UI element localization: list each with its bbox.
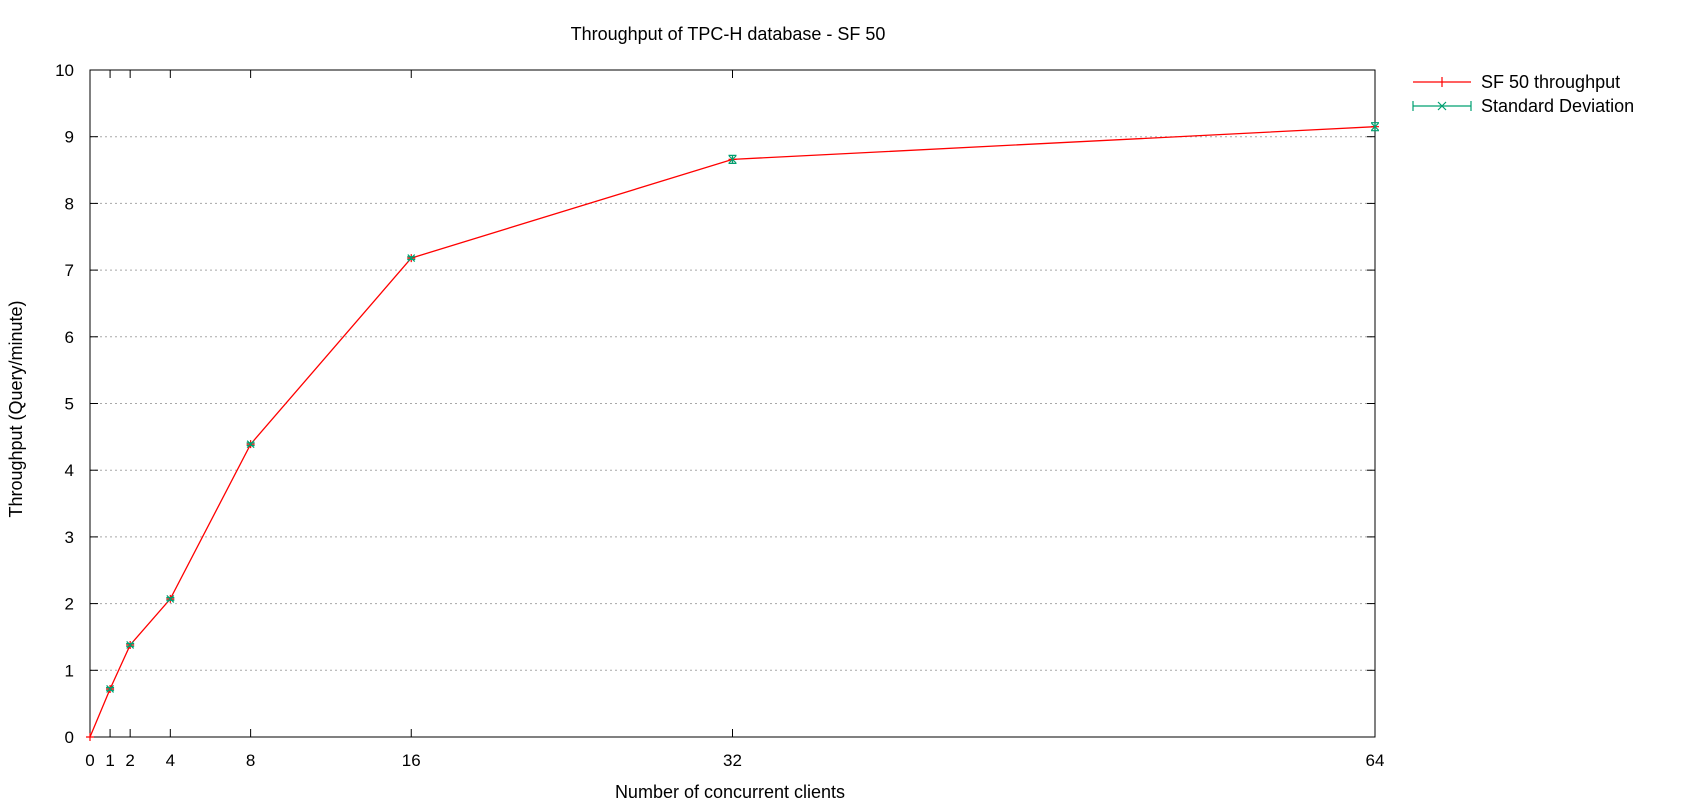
y-tick-label-10: 10	[55, 61, 74, 80]
plot-data	[86, 122, 1379, 741]
legend-label-throughput: SF 50 throughput	[1481, 72, 1620, 92]
legend-item-std-dev: Standard Deviation	[1412, 96, 1634, 116]
y-tick-label-5: 5	[65, 395, 74, 414]
legend-label-std-dev: Standard Deviation	[1481, 96, 1634, 116]
point-std-dev-16	[407, 254, 416, 263]
y-tick-label-4: 4	[65, 461, 74, 480]
y-tick-label-6: 6	[65, 328, 74, 347]
point-std-dev-2	[126, 641, 135, 649]
legend-marker-std-dev	[1437, 101, 1447, 111]
chart-title: Throughput of TPC-H database - SF 50	[571, 24, 886, 44]
point-std-dev-8	[246, 440, 255, 449]
x-tick-label-1: 1	[105, 751, 114, 770]
x-tick-label-32: 32	[723, 751, 742, 770]
y-tick-label-1: 1	[65, 661, 74, 680]
point-std-dev-1	[106, 685, 115, 693]
x-axis-label: Number of concurrent clients	[615, 782, 845, 800]
point-throughput-0	[86, 733, 94, 741]
y-tick-label-3: 3	[65, 528, 74, 547]
y-axis-label: Throughput (Query/minute)	[6, 300, 26, 517]
x-tick-label-16: 16	[402, 751, 421, 770]
x-tick-label-4: 4	[166, 751, 175, 770]
x-tick-label-64: 64	[1366, 751, 1385, 770]
point-std-dev-32	[728, 155, 737, 164]
series-throughput-line	[89, 126, 1376, 738]
y-tick-label-7: 7	[65, 261, 74, 280]
y-tick-label-0: 0	[65, 728, 74, 747]
point-std-dev-64	[1371, 122, 1379, 131]
y-tick-label-8: 8	[65, 194, 74, 213]
y-tick-label-9: 9	[65, 128, 74, 147]
x-tick-label-8: 8	[246, 751, 255, 770]
x-tick-label-0: 0	[85, 751, 94, 770]
legend-item-throughput: SF 50 throughput	[1413, 72, 1620, 92]
x-tick-label-2: 2	[125, 751, 134, 770]
point-std-dev-4	[166, 595, 175, 603]
y-tick-label-2: 2	[65, 595, 74, 614]
legend: SF 50 throughput Standard Deviation	[1412, 72, 1634, 116]
grid-lines	[90, 136, 1375, 671]
